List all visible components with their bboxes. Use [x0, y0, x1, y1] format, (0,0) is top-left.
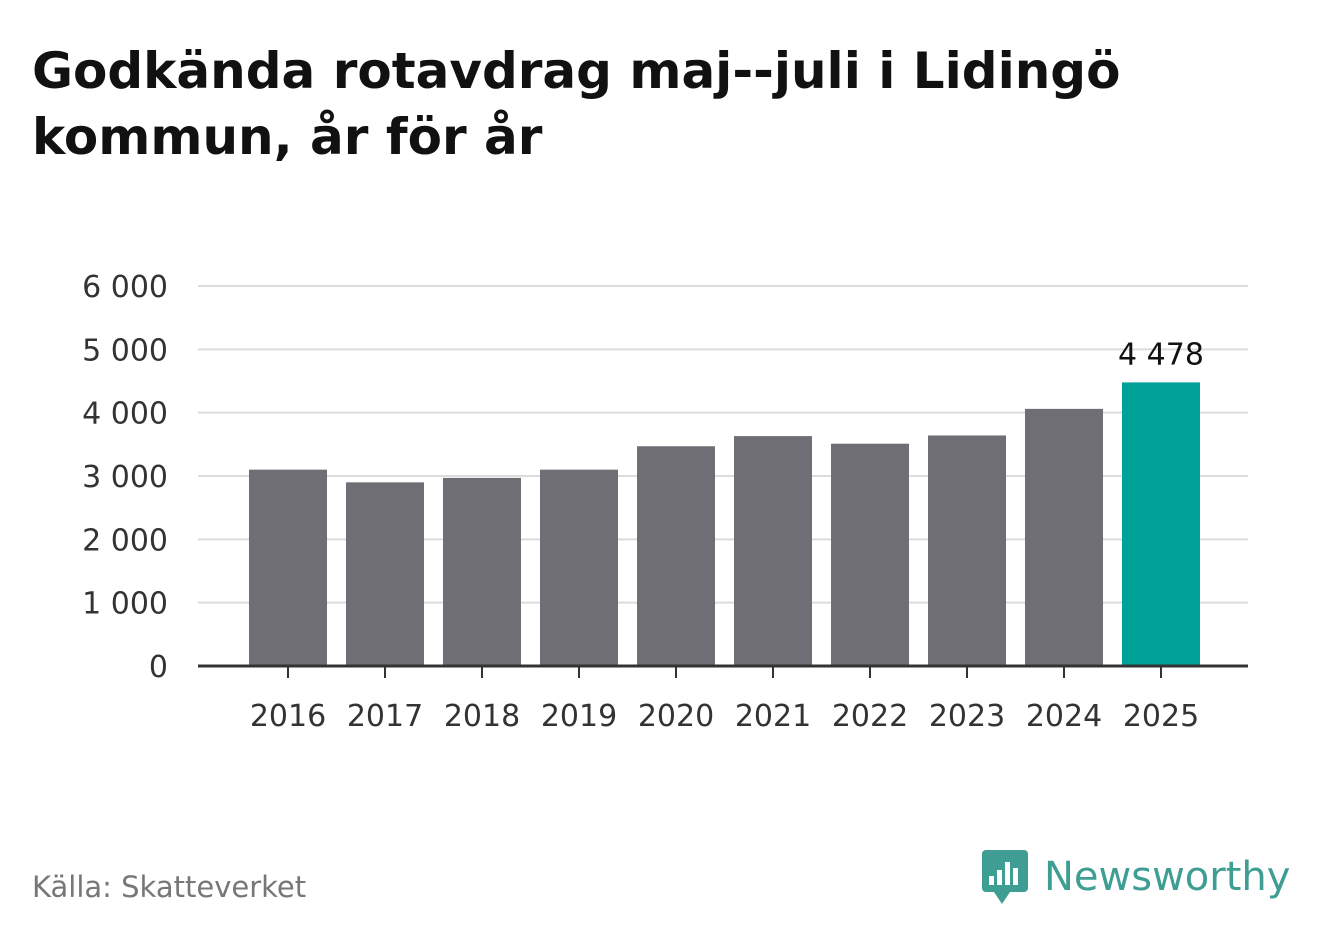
y-tick-label: 1 000 — [82, 587, 168, 622]
y-tick-label: 5 000 — [82, 333, 168, 368]
bar-2016 — [249, 469, 327, 666]
bar-2024 — [1025, 408, 1103, 666]
y-tick-label: 3 000 — [82, 460, 168, 495]
x-tick-label: 2023 — [929, 699, 1005, 734]
bar-2017 — [346, 482, 424, 666]
bar-2019 — [540, 469, 618, 666]
data-label: 4 478 — [1118, 337, 1204, 372]
y-tick-label: 4 000 — [82, 397, 168, 432]
bar-2020 — [637, 446, 715, 666]
chart-title: Godkända rotavdrag maj--juli i Lidingö k… — [32, 42, 1121, 166]
y-tick-label: 6 000 — [82, 270, 168, 305]
y-axis-ticks: 0 1 000 2 000 3 000 4 000 5 000 6 000 — [82, 270, 168, 685]
bar-2025 — [1122, 382, 1200, 666]
y-tick-label: 2 000 — [82, 523, 168, 558]
bar-2021 — [734, 436, 812, 666]
bar-2022 — [831, 443, 909, 666]
x-tick-label: 2019 — [541, 699, 617, 734]
brand-name: Newsworthy — [1044, 854, 1291, 900]
x-axis-ticks: 2016 2017 2018 2019 2020 2021 2022 2023 2024 2025 — [250, 666, 1199, 734]
x-tick-label: 2024 — [1026, 699, 1102, 734]
newsworthy-logo-icon — [982, 850, 1028, 904]
y-tick-label: 0 — [149, 650, 168, 685]
x-tick-label: 2020 — [638, 699, 714, 734]
bar-2023 — [928, 435, 1006, 666]
source-note: Källa: Skatteverket — [32, 870, 307, 904]
x-tick-label: 2021 — [735, 699, 811, 734]
brand-logo: Newsworthy — [980, 848, 1290, 906]
x-tick-label: 2016 — [250, 699, 326, 734]
bars — [249, 382, 1200, 666]
data-labels: 4 478 — [1118, 337, 1204, 372]
bar-2018 — [443, 477, 521, 666]
x-tick-label: 2018 — [444, 699, 520, 734]
x-tick-label: 2025 — [1123, 699, 1199, 734]
x-tick-label: 2017 — [347, 699, 423, 734]
x-tick-label: 2022 — [832, 699, 908, 734]
